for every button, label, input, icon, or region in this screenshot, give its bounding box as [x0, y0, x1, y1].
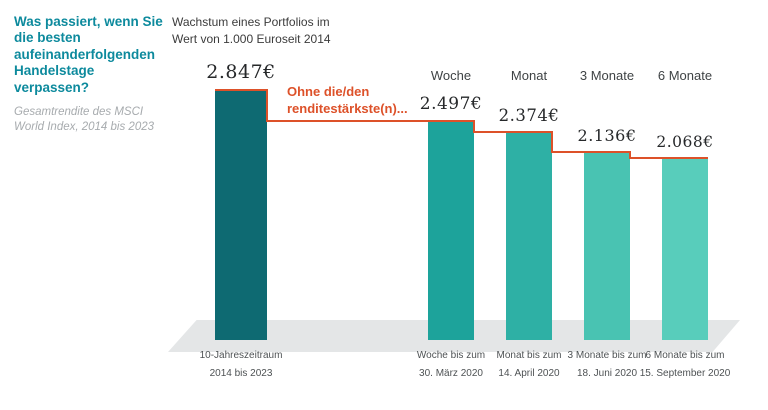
bar-group-monat: 2.374€: [499, 106, 559, 340]
footnote-line1: 10-Jahreszeitraum: [199, 350, 283, 361]
bar: [662, 158, 708, 340]
bar-value-label: 2.497€: [419, 94, 483, 114]
intro-block: Was passiert, wenn Sie die besten aufein…: [14, 14, 164, 135]
bar: [584, 152, 630, 340]
bar: [428, 121, 474, 340]
bar-value-label: 2.847€: [206, 61, 276, 83]
footnote-line2: 15. September 2020: [639, 367, 731, 379]
annotation-line2: renditestärkste(n)...: [287, 100, 408, 116]
bar-footnote: 10-Jahreszeitraum 2014 bis 2023: [166, 347, 316, 382]
bar-value-label: 2.374€: [498, 106, 560, 125]
column-header-woche: Woche: [430, 68, 472, 83]
footnote-line2: 18. Juni 2020: [576, 367, 638, 379]
intro-subheading: Gesamtrendite des MSCI World Index, 2014…: [14, 106, 155, 134]
footnote-line2: 2014 bis 2023: [209, 367, 273, 379]
chart-title-line1: Wachstum eines Portfolios im: [172, 15, 330, 29]
chart-title: Wachstum eines Portfolios im Wert von 1.…: [172, 14, 331, 48]
column-header-3-monate: 3 Monate: [579, 68, 635, 83]
footnote-line1: Woche bis zum: [416, 350, 486, 361]
bar-group-woche: 2.497€: [420, 94, 482, 340]
bar-footnote: Woche bis zum 30. März 2020: [376, 347, 526, 382]
bar-value-label: 2.068€: [656, 133, 714, 151]
footnote-line2: 30. März 2020: [419, 367, 483, 379]
bar-group-3-monate: 2.136€: [578, 126, 636, 340]
bar-footnote: 6 Monate bis zum 15. September 2020: [610, 347, 760, 382]
bar-value-label: 2.136€: [577, 126, 637, 145]
bar-group-6-monate: 2.068€: [656, 133, 713, 340]
bar: [506, 132, 552, 340]
bar-footnote: 3 Monate bis zum 18. Juni 2020: [532, 347, 682, 382]
bar-group-10-jahre: 2.847€: [206, 61, 275, 340]
footnote-line2: 14. April 2020: [498, 367, 560, 379]
annotation-line1: Ohne die/den: [287, 84, 370, 99]
bar-footnote: Monat bis zum 14. April 2020: [454, 347, 604, 382]
footnote-line1: Monat bis zum: [496, 350, 562, 361]
column-header-monat: Monat: [510, 68, 548, 83]
intro-heading: Was passiert, wenn Sie die besten aufein…: [14, 14, 163, 95]
chart-title-line2: Wert von 1.000 Euroseit 2014: [172, 31, 331, 46]
column-header-6-monate: 6 Monate: [657, 68, 713, 83]
footnote-line1: 6 Monate bis zum: [645, 350, 725, 361]
bar: [215, 90, 267, 340]
annotation-text: Ohne die/den renditestärkste(n)...: [287, 84, 408, 118]
footnote-line1: 3 Monate bis zum: [567, 350, 647, 361]
